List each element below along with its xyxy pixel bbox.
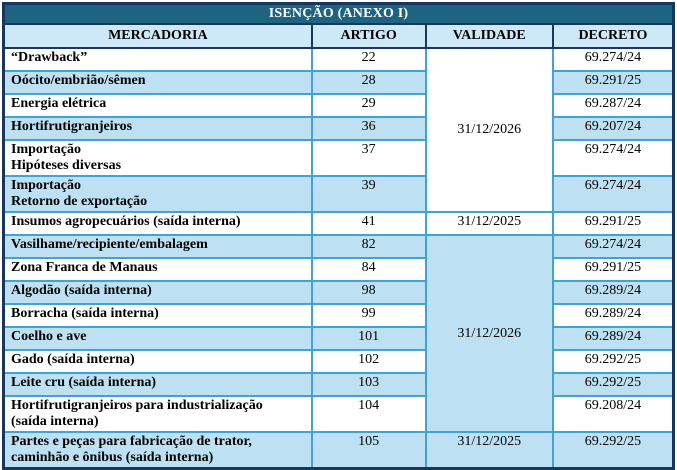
decreto-cell: 69.274/24 — [551, 175, 675, 213]
column-header-validade: VALIDADE — [424, 23, 554, 49]
artigo-cell: 105 — [310, 431, 427, 470]
table-row: Energia elétrica 29 69.287/24 — [2, 93, 675, 118]
artigo-cell: 28 — [310, 70, 427, 95]
decreto-cell: 69.274/24 — [551, 139, 675, 177]
decreto-cell: 69.291/25 — [551, 211, 675, 236]
table-row: Zona Franca de Manaus 84 69.291/25 — [2, 257, 675, 282]
artigo-cell: 22 — [310, 47, 427, 72]
table-row: Coelho e ave 101 69.289/24 — [2, 326, 675, 351]
table-title: ISENÇÃO (ANEXO I) — [2, 2, 675, 25]
table-row: “Drawback” 22 31/12/2026 69.274/24 — [2, 47, 675, 213]
decreto-cell: 69.292/25 — [551, 349, 675, 374]
validade-merged-cell: 31/12/2026 — [424, 234, 554, 433]
column-header-row: MERCADORIA ARTIGO VALIDADE DECRETO — [2, 23, 675, 49]
decreto-cell: 69.287/24 — [551, 93, 675, 118]
mercadoria-cell: Energia elétrica — [2, 93, 313, 118]
table-row: Leite cru (saída interna) 103 69.292/25 — [2, 372, 675, 397]
mercadoria-cell: Vasilhame/recipiente/embalagem — [2, 234, 313, 259]
table-row: Algodão (saída interna) 98 69.289/24 — [2, 280, 675, 305]
mercadoria-cell: “Drawback” — [2, 47, 313, 72]
decreto-cell: 69.291/25 — [551, 257, 675, 282]
decreto-cell: 69.292/25 — [551, 431, 675, 470]
artigo-cell: 82 — [310, 234, 427, 259]
artigo-cell: 36 — [310, 116, 427, 141]
mercadoria-cell: Oócito/embrião/sêmen — [2, 70, 313, 95]
mercadoria-cell: Importação Hipóteses diversas — [2, 139, 313, 177]
table-row: Partes e peças para fabricação de trator… — [2, 431, 675, 470]
mercadoria-cell: Coelho e ave — [2, 326, 313, 351]
artigo-cell: 99 — [310, 303, 427, 328]
decreto-cell: 69.292/25 — [551, 372, 675, 397]
table-row: Hortifrutigranjeiros 36 69.207/24 — [2, 116, 675, 141]
decreto-cell: 69.274/24 — [551, 234, 675, 259]
table-row: Insumos agropecuários (saída interna) 41… — [2, 211, 675, 236]
table-row: Oócito/embrião/sêmen 28 69.291/25 — [2, 70, 675, 95]
artigo-cell: 39 — [310, 175, 427, 213]
decreto-cell: 69.208/24 — [551, 395, 675, 433]
table-row: Importação Retorno de exportação 39 69.2… — [2, 175, 675, 213]
mercadoria-cell: Zona Franca de Manaus — [2, 257, 313, 282]
decreto-cell: 69.289/24 — [551, 280, 675, 305]
artigo-cell: 101 — [310, 326, 427, 351]
table-row: Vasilhame/recipiente/embalagem 82 31/12/… — [2, 234, 675, 433]
mercadoria-cell: Hortifrutigranjeiros para industrializaç… — [2, 395, 313, 433]
mercadoria-cell: Insumos agropecuários (saída interna) — [2, 211, 313, 236]
mercadoria-cell: Borracha (saída interna) — [2, 303, 313, 328]
artigo-cell: 102 — [310, 349, 427, 374]
table-row: Hortifrutigranjeiros para industrializaç… — [2, 395, 675, 433]
decreto-cell: 69.291/25 — [551, 70, 675, 95]
validade-cell: 31/12/2025 — [424, 211, 554, 236]
table-row: Borracha (saída interna) 99 69.289/24 — [2, 303, 675, 328]
artigo-cell: 41 — [310, 211, 427, 236]
mercadoria-cell: Importação Retorno de exportação — [2, 175, 313, 213]
artigo-cell: 84 — [310, 257, 427, 282]
mercadoria-cell: Leite cru (saída interna) — [2, 372, 313, 397]
column-header-mercadoria: MERCADORIA — [2, 23, 313, 49]
decreto-cell: 69.289/24 — [551, 303, 675, 328]
validade-merged-cell: 31/12/2026 — [424, 47, 554, 213]
artigo-cell: 98 — [310, 280, 427, 305]
decreto-cell: 69.207/24 — [551, 116, 675, 141]
decreto-cell: 69.274/24 — [551, 47, 675, 72]
column-header-artigo: ARTIGO — [310, 23, 427, 49]
artigo-cell: 103 — [310, 372, 427, 397]
table-title-row: ISENÇÃO (ANEXO I) — [2, 2, 675, 25]
mercadoria-cell: Hortifrutigranjeiros — [2, 116, 313, 141]
artigo-cell: 104 — [310, 395, 427, 433]
mercadoria-cell: Algodão (saída interna) — [2, 280, 313, 305]
table-row: Gado (saída interna) 102 69.292/25 — [2, 349, 675, 374]
decreto-cell: 69.289/24 — [551, 326, 675, 351]
table-row: Importação Hipóteses diversas 37 69.274/… — [2, 139, 675, 177]
mercadoria-cell: Partes e peças para fabricação de trator… — [2, 431, 313, 470]
validade-cell: 31/12/2025 — [424, 431, 554, 470]
column-header-decreto: DECRETO — [551, 23, 675, 49]
mercadoria-cell: Gado (saída interna) — [2, 349, 313, 374]
artigo-cell: 29 — [310, 93, 427, 118]
artigo-cell: 37 — [310, 139, 427, 177]
